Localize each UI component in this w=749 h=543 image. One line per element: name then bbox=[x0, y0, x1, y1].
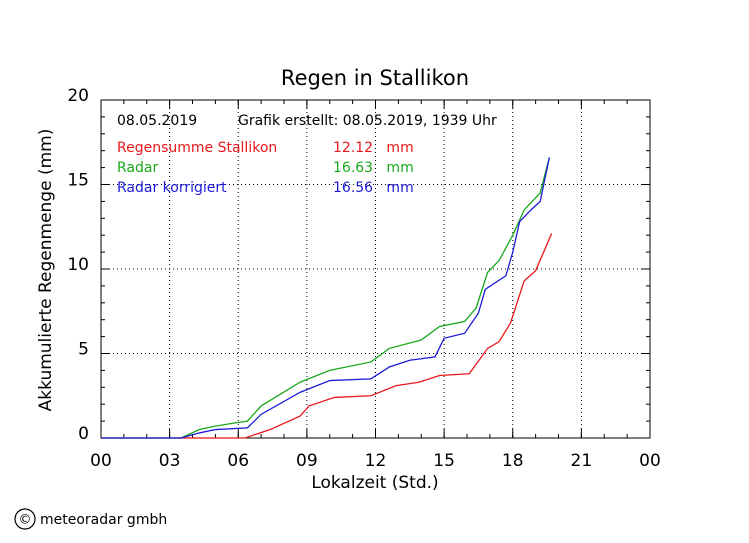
legend-label: Radar korrigiert bbox=[117, 180, 227, 196]
x-tick-label: 00 bbox=[639, 451, 661, 471]
legend-total: 16.63 mm bbox=[333, 160, 414, 176]
y-tick-label: 10 bbox=[67, 255, 89, 275]
x-tick-label: 18 bbox=[502, 451, 524, 471]
copyright-symbol: © bbox=[19, 513, 32, 528]
x-axis-label: Lokalzeit (Std.) bbox=[311, 473, 438, 493]
legend-total: 16.56 mm bbox=[333, 180, 414, 196]
y-tick-label: 0 bbox=[78, 424, 89, 444]
line bbox=[101, 157, 550, 439]
y-tick-label: 20 bbox=[67, 86, 89, 106]
x-tick-label: 00 bbox=[90, 451, 112, 471]
x-tick-label: 12 bbox=[365, 451, 387, 471]
line bbox=[101, 233, 553, 439]
y-tick-label: 15 bbox=[67, 171, 89, 191]
x-tick-label: 09 bbox=[296, 451, 318, 471]
x-tick-label: 15 bbox=[433, 451, 455, 471]
legend-label: Radar bbox=[117, 160, 158, 176]
legend-label: Regensumme Stallikon bbox=[117, 140, 277, 156]
y-tick-label: 5 bbox=[78, 340, 89, 360]
x-tick-label: 21 bbox=[571, 451, 593, 471]
footer: meteoradar gmbh bbox=[40, 512, 167, 528]
y-axis-label: Akkumulierte Regenmenge (mm) bbox=[36, 129, 56, 412]
x-tick-label: 03 bbox=[159, 451, 181, 471]
x-tick-label: 06 bbox=[227, 451, 249, 471]
line bbox=[101, 157, 550, 439]
chart-title: Regen in Stallikon bbox=[281, 66, 469, 90]
date: 08.05.2019 bbox=[117, 113, 197, 129]
created: Grafik erstellt: 08.05.2019, 1939 Uhr bbox=[238, 113, 497, 129]
copyright-circle bbox=[14, 508, 36, 530]
legend-total: 12.12 mm bbox=[333, 140, 414, 156]
plot-frame bbox=[100, 99, 651, 439]
